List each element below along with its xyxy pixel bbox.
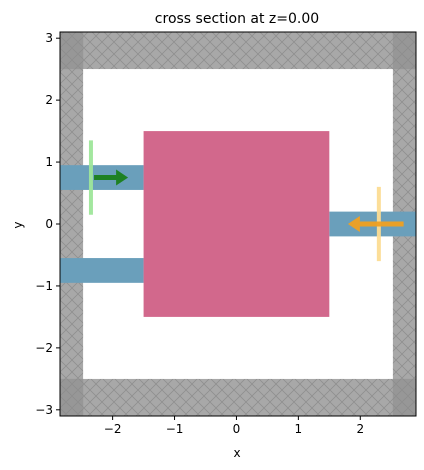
x-axis-label: x [233, 446, 240, 460]
plot-area [60, 32, 416, 416]
pml-top-hatch [60, 32, 416, 70]
source-direction-arrow [94, 169, 129, 186]
pml-corner-3 [392, 378, 416, 416]
pml-bottom-hatch [60, 378, 416, 416]
pml-corner-0 [60, 32, 84, 70]
y-tick-label: 1 [45, 155, 53, 169]
y-tick-label: −2 [35, 341, 53, 355]
waveguide-bottom-left [60, 258, 144, 283]
pml-corner-2 [60, 378, 84, 416]
x-tick-label: −1 [166, 422, 184, 436]
x-tick-label: 1 [295, 422, 303, 436]
y-axis-label: y [11, 221, 25, 228]
x-tick-label: −2 [104, 422, 122, 436]
x-tick-label: 0 [233, 422, 241, 436]
structures [60, 131, 416, 317]
pml-left-hatch [60, 32, 84, 416]
y-tick-label: 2 [45, 93, 53, 107]
monitor-direction-arrow [347, 216, 404, 232]
y-tick-label: −1 [35, 279, 53, 293]
pml-corner-1 [392, 32, 416, 70]
x-axis-ticks: −2 −1 0 1 2 [104, 416, 364, 436]
y-tick-label: −3 [35, 403, 53, 417]
y-axis-ticks: −3 −2 −1 0 1 2 3 [35, 31, 60, 417]
direction-arrows [94, 169, 404, 232]
x-tick-label: 2 [356, 422, 364, 436]
chart-title: cross section at z=0.00 [155, 11, 319, 27]
y-tick-label: 3 [45, 31, 53, 45]
box [143, 131, 330, 317]
y-tick-label: 0 [45, 217, 53, 231]
